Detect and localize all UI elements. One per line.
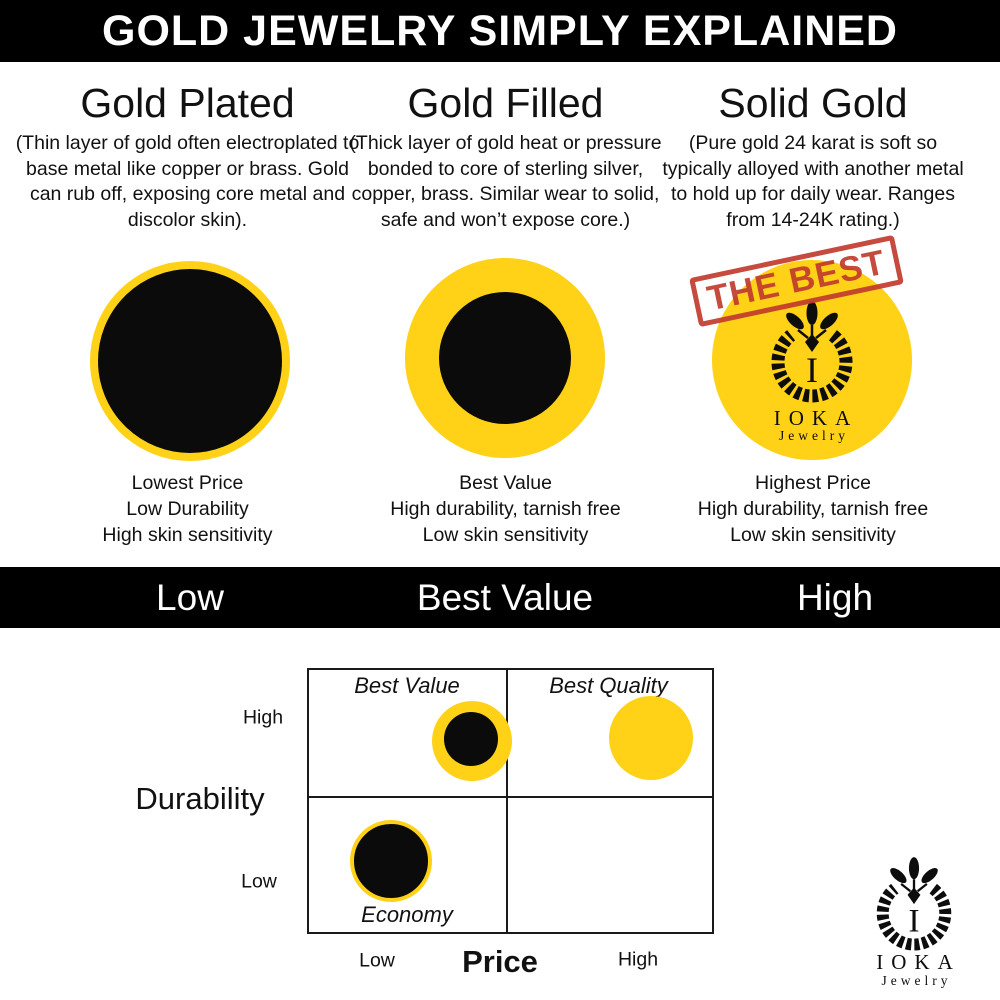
column-gold-filled: Gold Filled (Thick layer of gold heat or…	[348, 80, 663, 233]
x-axis-label: Price	[462, 944, 538, 979]
gold-plated-attributes: Lowest Price Low Durability High skin se…	[15, 470, 360, 548]
verdict-high: High	[796, 576, 874, 618]
chart-point-solid-gold	[609, 696, 693, 780]
column-title-solid-gold: Solid Gold	[718, 80, 908, 126]
attribute-line: Highest Price	[755, 472, 871, 494]
verdict-bar: Low Best Value High	[0, 567, 1000, 628]
attribute-line: High durability, tarnish free	[390, 498, 621, 520]
y-axis-label: Durability	[135, 781, 265, 816]
solid-gold-diagram-circle: I IOKA Jewelry	[712, 260, 912, 460]
attribute-line: Best Value	[459, 472, 552, 494]
column-title-gold-filled: Gold Filled	[407, 80, 604, 126]
column-description-solid-gold: (Pure gold 24 karat is soft so typically…	[662, 132, 964, 231]
brand-name: IOKA	[876, 950, 961, 974]
ioka-crest-icon: I	[771, 301, 853, 403]
quadrant-label-economy: Economy	[361, 902, 453, 927]
attribute-line: High skin sensitivity	[102, 524, 273, 546]
quadrant-label-best-value: Best Value	[354, 673, 460, 698]
attribute-line: Low skin sensitivity	[422, 524, 589, 546]
ioka-logo-name: IOKA	[773, 406, 859, 430]
gold-filled-attributes: Best Value High durability, tarnish free…	[348, 470, 663, 548]
column-description-gold-plated: (Thin layer of gold often electroplated …	[15, 132, 360, 231]
verdict-low: Low	[156, 576, 224, 618]
solid-gold-attributes: Highest Price High durability, tarnish f…	[653, 470, 973, 548]
gold-plated-diagram-circle	[90, 261, 290, 461]
quadrant-label-best-quality: Best Quality	[549, 673, 668, 698]
y-tick-low: Low	[241, 870, 277, 893]
attribute-line: Low Durability	[126, 498, 249, 520]
page-title: GOLD JEWELRY SIMPLY EXPLAINED	[102, 6, 898, 55]
x-tick-low: Low	[359, 949, 395, 972]
ioka-logo-subtitle: Jewelry	[779, 428, 849, 443]
ioka-monogram: I	[806, 350, 818, 390]
grid-vertical-divider	[506, 670, 508, 932]
attribute-line: High durability, tarnish free	[697, 498, 929, 520]
column-title-gold-plated: Gold Plated	[80, 80, 295, 126]
y-tick-high: High	[242, 706, 284, 729]
gold-filled-diagram-circle	[405, 258, 605, 458]
chart-point-gold-plated	[350, 820, 432, 902]
gold-filled-core-circle	[439, 292, 571, 424]
column-solid-gold: Solid Gold (Pure gold 24 karat is soft s…	[653, 80, 973, 233]
column-description-gold-filled: (Thick layer of gold heat or pressure bo…	[349, 132, 662, 231]
verdict-best-value: Best Value	[416, 576, 594, 618]
ioka-crest-icon: I	[876, 857, 952, 951]
header-banner: GOLD JEWELRY SIMPLY EXPLAINED	[0, 0, 1000, 62]
x-tick-high: High	[617, 948, 659, 971]
column-gold-plated: Gold Plated (Thin layer of gold often el…	[15, 80, 360, 233]
attribute-line: Low skin sensitivity	[730, 524, 896, 546]
ioka-monogram: I	[908, 903, 919, 940]
chart-point-gold-filled-core	[443, 712, 498, 766]
grid-horizontal-divider	[309, 796, 712, 798]
attribute-line: Lowest Price	[131, 472, 244, 494]
chart-point-gold-filled	[432, 701, 512, 781]
brand-subtitle: Jewelry	[881, 973, 952, 988]
